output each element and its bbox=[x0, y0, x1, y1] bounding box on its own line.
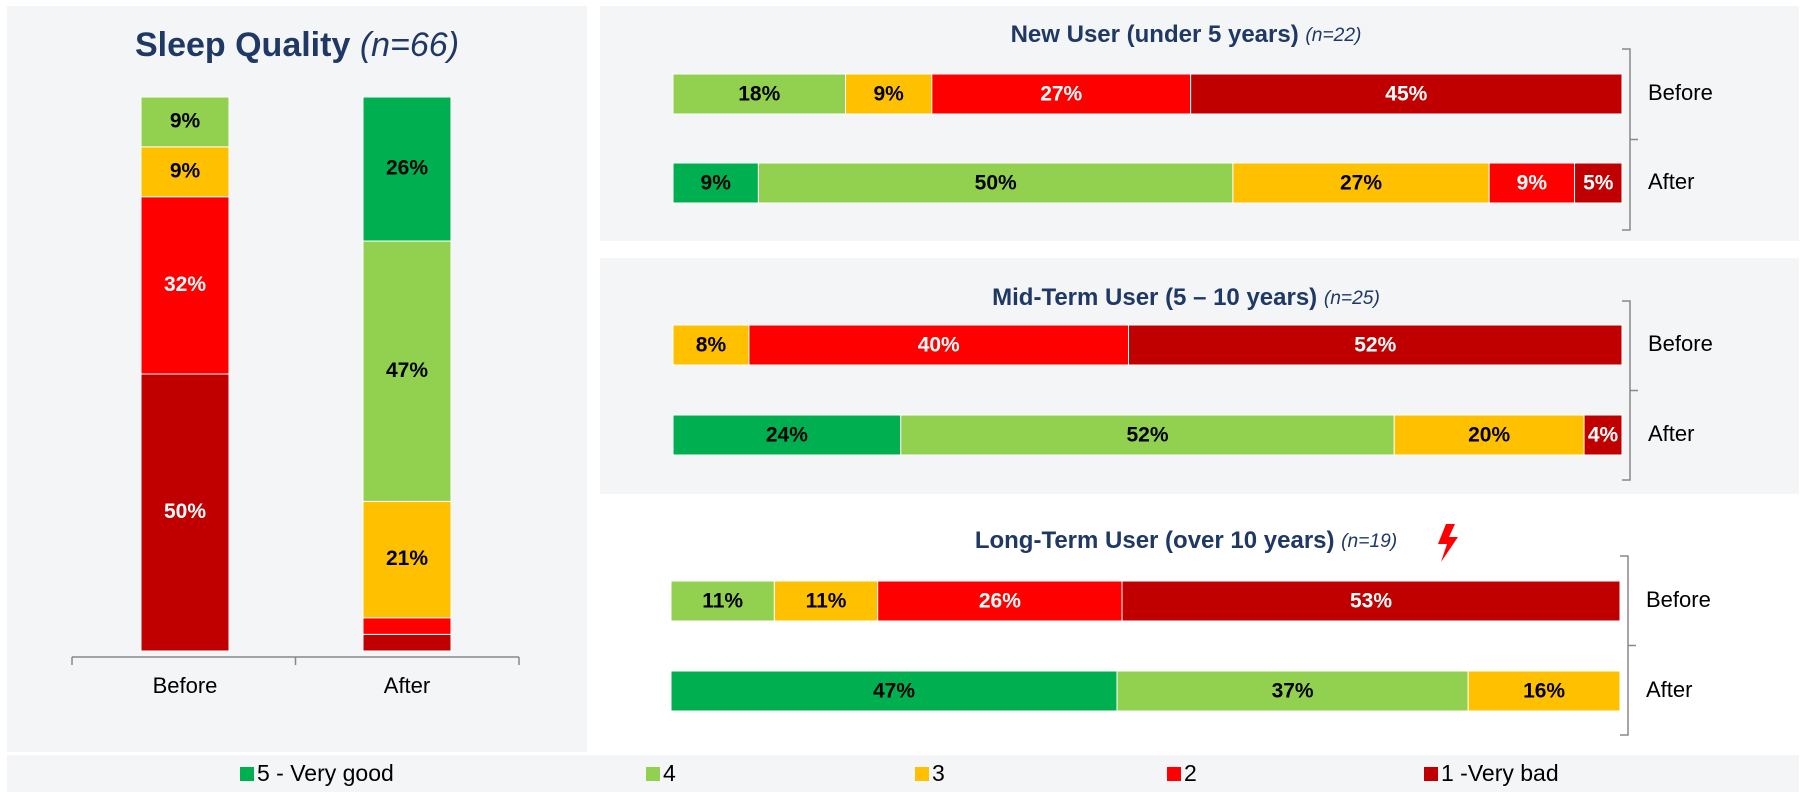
bar-segment bbox=[362, 633, 452, 652]
legend-label: 4 bbox=[663, 760, 676, 786]
data-label: 52% bbox=[1126, 424, 1168, 447]
data-label: 32% bbox=[164, 273, 206, 296]
legend-bg bbox=[7, 755, 1799, 792]
legend-label: 2 bbox=[1184, 760, 1197, 786]
legend-label: 1 -Very bad bbox=[1441, 760, 1559, 786]
bar-segment bbox=[1116, 670, 1469, 712]
data-label: 47% bbox=[873, 680, 915, 703]
data-label: 20% bbox=[1468, 424, 1510, 447]
bar-segment bbox=[1574, 162, 1623, 204]
legend-swatch bbox=[240, 767, 254, 781]
bar-segment bbox=[1232, 162, 1490, 204]
x-tick-label: Before bbox=[153, 673, 218, 698]
subtitle-text: (n=22) bbox=[1305, 25, 1361, 46]
bar-segment bbox=[877, 580, 1123, 622]
bar-segment bbox=[1121, 580, 1621, 622]
bar-segment bbox=[362, 500, 452, 619]
axis-bracket bbox=[1622, 48, 1638, 231]
bar-segment bbox=[900, 414, 1395, 456]
bar-segment bbox=[931, 73, 1192, 115]
bar-segment bbox=[670, 670, 1118, 712]
data-label: 16% bbox=[1523, 680, 1565, 703]
subtitle-text: (n=19) bbox=[1341, 531, 1397, 552]
bar-segment bbox=[362, 96, 452, 242]
legend-label: 5 - Very good bbox=[257, 760, 394, 786]
data-label: 9% bbox=[1517, 172, 1548, 195]
y-tick-label: Before bbox=[1648, 331, 1713, 356]
data-label: 9% bbox=[170, 109, 201, 132]
data-label: 52% bbox=[1354, 334, 1396, 357]
data-label: 37% bbox=[1272, 680, 1314, 703]
y-tick-label: After bbox=[1646, 677, 1692, 702]
title-text: New User (under 5 years) bbox=[1011, 21, 1299, 48]
data-label: 18% bbox=[738, 83, 780, 106]
data-label: 27% bbox=[1340, 172, 1382, 195]
legend-swatch bbox=[646, 767, 660, 781]
data-label: 4% bbox=[1588, 424, 1619, 447]
bar-segment bbox=[773, 580, 879, 622]
bar-segment bbox=[362, 617, 452, 635]
y-tick-label: Before bbox=[1648, 80, 1713, 105]
legend-label: 3 bbox=[932, 760, 945, 786]
title-text: Long-Term User (over 10 years) bbox=[975, 527, 1335, 554]
subtitle-text: (n=66) bbox=[360, 26, 459, 64]
chart-title: Mid-Term User (5 – 10 years) (n=25) bbox=[992, 284, 1380, 311]
title-text: Mid-Term User (5 – 10 years) bbox=[992, 284, 1317, 311]
y-tick-label: Before bbox=[1646, 587, 1711, 612]
data-label: 40% bbox=[918, 334, 960, 357]
y-tick-label: After bbox=[1648, 421, 1694, 446]
legend-swatch bbox=[915, 767, 929, 781]
data-label: 9% bbox=[701, 172, 732, 195]
data-label: 26% bbox=[386, 157, 428, 180]
chart-title: New User (under 5 years) (n=22) bbox=[1011, 21, 1362, 48]
data-label: 53% bbox=[1350, 590, 1392, 613]
bar-segment bbox=[140, 196, 230, 375]
bar-segment bbox=[140, 146, 230, 198]
data-label: 50% bbox=[164, 500, 206, 523]
legend-swatch bbox=[1424, 767, 1438, 781]
data-label: 5% bbox=[1583, 172, 1614, 195]
data-label: 45% bbox=[1385, 83, 1427, 106]
data-label: 24% bbox=[766, 424, 808, 447]
bar-segment bbox=[672, 414, 902, 456]
bar-segment bbox=[140, 373, 230, 652]
data-label: 9% bbox=[874, 83, 905, 106]
x-tick-label: After bbox=[384, 673, 430, 698]
bar-segment bbox=[362, 240, 452, 502]
data-label: 50% bbox=[975, 172, 1017, 195]
bar-segment bbox=[672, 73, 847, 115]
axis-bracket bbox=[1622, 300, 1638, 481]
chart-title: Sleep Quality (n=66) bbox=[135, 26, 459, 64]
data-label: 8% bbox=[696, 334, 727, 357]
bar-segment bbox=[845, 73, 933, 115]
bar-segment bbox=[748, 324, 1130, 366]
y-tick-label: After bbox=[1648, 169, 1694, 194]
data-label: 21% bbox=[386, 547, 428, 570]
data-label: 26% bbox=[979, 590, 1021, 613]
data-label: 9% bbox=[170, 159, 201, 182]
bar-segment bbox=[1393, 414, 1585, 456]
data-label: 11% bbox=[702, 590, 743, 613]
data-label: 47% bbox=[386, 359, 428, 382]
bar-segment bbox=[1488, 162, 1576, 204]
bar-segment bbox=[757, 162, 1234, 204]
bar-segment bbox=[1128, 324, 1623, 366]
subtitle-text: (n=25) bbox=[1324, 288, 1380, 309]
data-label: 11% bbox=[806, 590, 847, 613]
charts: Sleep Quality (n=66) 50% 32% 9% 9% Before 21% 4… bbox=[71, 21, 1713, 786]
title-text: Sleep Quality bbox=[135, 26, 350, 64]
panel-bg bbox=[7, 6, 587, 752]
bar-segment bbox=[1583, 414, 1623, 456]
bar-segment bbox=[672, 162, 759, 204]
bar-segment bbox=[140, 96, 230, 148]
warning-icon bbox=[1438, 524, 1458, 562]
bar-segment bbox=[1467, 670, 1621, 712]
legend-swatch bbox=[1167, 767, 1181, 781]
chart-title: Long-Term User (over 10 years) (n=19) bbox=[975, 527, 1397, 554]
axis-bracket bbox=[1620, 555, 1636, 736]
data-label: 27% bbox=[1040, 83, 1082, 106]
bar-segment bbox=[1190, 73, 1623, 115]
